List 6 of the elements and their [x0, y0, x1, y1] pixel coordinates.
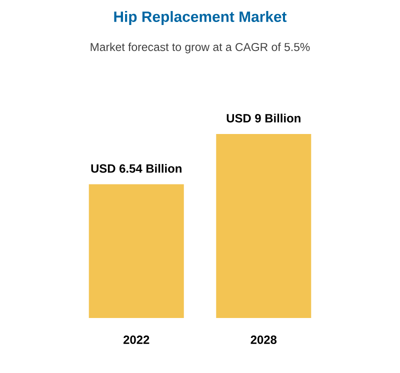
x-tick-label: 2028 [250, 336, 277, 344]
chart-title: Hip Replacement Market [114, 11, 287, 25]
chart-subtitle: Market forecast to grow at a CAGR of 5.5% [90, 42, 310, 54]
data-label: USD 6.54 Billion [91, 164, 182, 173]
data-label: USD 9 Billion [226, 114, 300, 122]
x-tick-label: 2022 [123, 336, 150, 344]
